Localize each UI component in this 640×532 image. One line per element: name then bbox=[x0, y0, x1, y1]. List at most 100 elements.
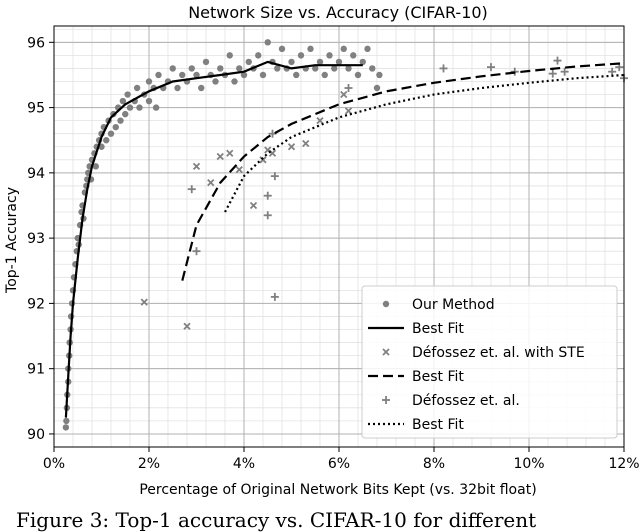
data-point bbox=[145, 78, 153, 85]
data-point bbox=[235, 165, 243, 174]
data-point bbox=[255, 52, 262, 59]
data-point bbox=[174, 84, 181, 92]
x-marker-stroke bbox=[249, 201, 258, 210]
x-marker-stroke bbox=[216, 152, 224, 161]
data-point bbox=[202, 58, 210, 66]
legend-label: Best Fit bbox=[412, 321, 464, 337]
x-marker-stroke bbox=[207, 179, 215, 187]
data-point bbox=[236, 65, 243, 72]
data-point bbox=[183, 322, 191, 330]
data-point bbox=[560, 67, 569, 76]
data-point bbox=[231, 78, 238, 85]
data-point bbox=[124, 91, 131, 98]
x-tick-label: 0% bbox=[43, 456, 65, 472]
data-point bbox=[155, 71, 162, 79]
legend-label: Défossez et. al. with STE bbox=[412, 345, 585, 361]
data-point bbox=[274, 65, 281, 72]
data-point bbox=[278, 45, 286, 53]
x-marker-stroke bbox=[259, 156, 267, 164]
data-point bbox=[288, 58, 295, 66]
data-point bbox=[92, 163, 100, 170]
data-point bbox=[169, 65, 176, 72]
data-point bbox=[344, 84, 353, 93]
x-marker-stroke bbox=[264, 146, 272, 154]
data-point bbox=[316, 58, 324, 66]
data-point bbox=[364, 45, 371, 53]
x-marker-stroke bbox=[192, 162, 201, 170]
data-point bbox=[259, 156, 267, 164]
data-point bbox=[354, 71, 362, 79]
data-point bbox=[107, 130, 115, 137]
series-1-fit-line bbox=[64, 60, 363, 418]
y-tick-label: 92 bbox=[27, 296, 45, 312]
data-point bbox=[207, 179, 215, 187]
data-point bbox=[62, 424, 70, 431]
x-marker-stroke bbox=[340, 90, 348, 99]
y-tick-label: 95 bbox=[27, 101, 45, 117]
data-point bbox=[340, 45, 347, 53]
data-point bbox=[192, 162, 201, 170]
data-point bbox=[192, 247, 201, 256]
data-point bbox=[193, 71, 200, 79]
data-point bbox=[340, 90, 348, 99]
y-tick-label: 94 bbox=[27, 166, 45, 182]
data-point bbox=[359, 58, 366, 66]
x-marker-stroke bbox=[344, 107, 353, 115]
data-point bbox=[259, 71, 267, 79]
data-point bbox=[373, 84, 381, 92]
data-point bbox=[198, 84, 205, 92]
data-point bbox=[487, 63, 495, 72]
data-point bbox=[316, 117, 324, 125]
data-point bbox=[226, 149, 234, 157]
x-marker-stroke bbox=[226, 149, 234, 157]
x-marker-stroke bbox=[316, 117, 324, 125]
data-point bbox=[240, 71, 248, 79]
accuracy-chart: Network Size vs. Accuracy (CIFAR-10) 0% 2… bbox=[4, 3, 640, 498]
y-axis-ticks: 90 91 92 93 94 95 96 bbox=[27, 35, 54, 443]
legend: Our Method Best Fit Défossez et. al. with … bbox=[361, 285, 618, 439]
major-grid bbox=[53, 26, 625, 447]
data-point bbox=[212, 78, 219, 85]
series-5-fit-line bbox=[224, 73, 625, 213]
data-point bbox=[216, 152, 224, 161]
data-point bbox=[553, 56, 562, 65]
data-point bbox=[307, 45, 314, 53]
data-point bbox=[103, 137, 110, 144]
x-tick-label: 4% bbox=[233, 456, 255, 472]
data-point bbox=[117, 117, 124, 124]
x-tick-label: 2% bbox=[138, 456, 160, 472]
data-point bbox=[119, 97, 127, 105]
data-point bbox=[63, 417, 70, 425]
x-marker-stroke bbox=[183, 322, 191, 330]
data-point bbox=[350, 52, 357, 59]
data-point bbox=[140, 298, 148, 306]
data-point bbox=[312, 65, 319, 72]
y-tick-label: 96 bbox=[27, 35, 45, 51]
data-point bbox=[179, 71, 186, 79]
data-point bbox=[270, 292, 279, 301]
data-point bbox=[112, 123, 119, 131]
data-point bbox=[122, 110, 129, 118]
data-point bbox=[152, 104, 160, 111]
data-point bbox=[439, 64, 448, 73]
series-3-fit-line bbox=[181, 62, 625, 281]
x-marker-stroke bbox=[268, 149, 277, 157]
data-point bbox=[145, 97, 153, 105]
figure-caption: Figure 3: Top-1 accuracy vs. CIFAR-10 fo… bbox=[16, 508, 537, 532]
y-tick-label: 90 bbox=[27, 427, 45, 443]
x-axis-ticks: 0% 2% 4% 6% 8% 10% 12% bbox=[43, 447, 640, 472]
y-axis-label: Top-1 Accuracy bbox=[4, 187, 20, 294]
data-point bbox=[345, 65, 352, 72]
data-point bbox=[270, 172, 279, 181]
data-point bbox=[344, 107, 353, 115]
data-point bbox=[133, 84, 141, 92]
data-point bbox=[335, 58, 343, 66]
x-tick-label: 12% bbox=[608, 456, 639, 472]
legend-label: Our Method bbox=[412, 297, 495, 313]
x-tick-label: 10% bbox=[513, 456, 544, 472]
legend-label: Best Fit bbox=[412, 369, 464, 385]
x-tick-label: 6% bbox=[328, 456, 350, 472]
legend-marker bbox=[382, 348, 390, 356]
data-point bbox=[188, 65, 195, 72]
